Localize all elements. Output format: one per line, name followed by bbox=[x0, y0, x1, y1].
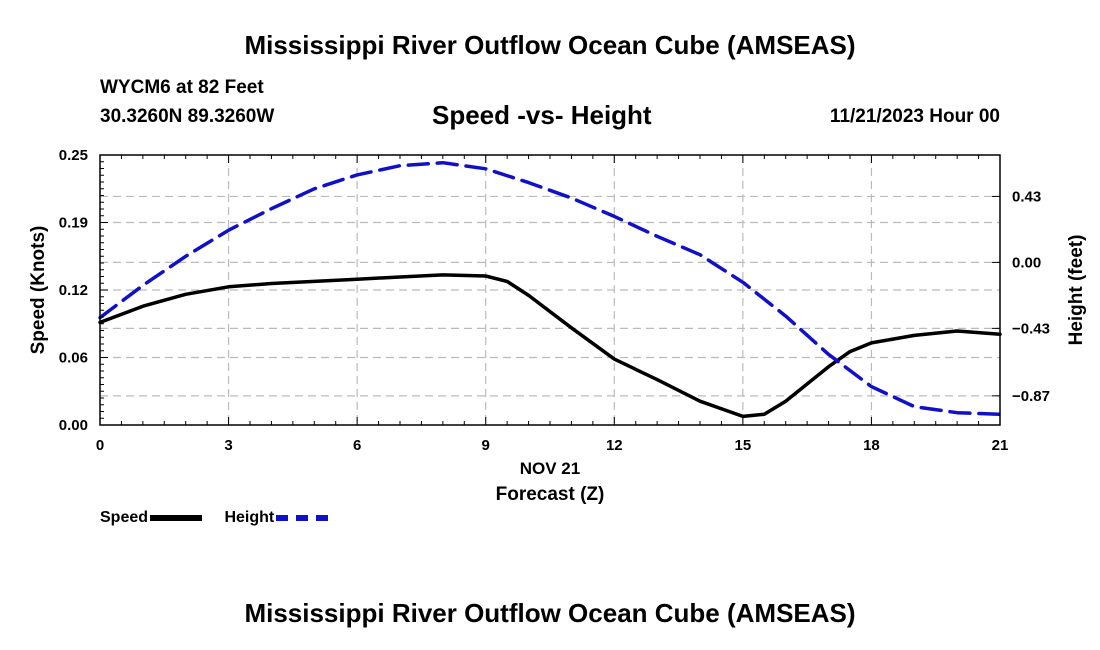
y2-tick-label: 0.43 bbox=[1012, 188, 1041, 205]
x-tick-label: 12 bbox=[606, 437, 623, 454]
axis-layer: 0 3 6 9 12 15 18 21 0.00 0.06 0.12 0.19 0.25 −0.87 −0.… bbox=[59, 147, 1050, 454]
legend: Speed Height bbox=[100, 509, 346, 527]
x-tick-label: 3 bbox=[224, 437, 232, 454]
coordinates-label: 30.3260N 89.3260W bbox=[100, 106, 275, 127]
x-tick-label: 6 bbox=[353, 437, 361, 454]
x-axis-date-label: NOV 21 bbox=[520, 459, 580, 478]
chart-title: Speed -vs- Height bbox=[432, 100, 652, 130]
main-title: Mississippi River Outflow Ocean Cube (AM… bbox=[244, 30, 856, 60]
series-line-height bbox=[98, 160, 1002, 417]
x-tick-label: 15 bbox=[735, 437, 752, 454]
y2-tick-label: −0.87 bbox=[1012, 388, 1050, 405]
x-axis-label: Forecast (Z) bbox=[496, 484, 605, 505]
legend-speed-swatch bbox=[150, 515, 203, 521]
y-tick-label: 0.00 bbox=[59, 417, 88, 434]
series-layer bbox=[98, 160, 1002, 419]
bottom-title: Mississippi River Outflow Ocean Cube (AM… bbox=[244, 598, 856, 628]
x-tick-label: 9 bbox=[482, 437, 490, 454]
y-tick-label: 0.25 bbox=[59, 147, 88, 164]
y2-axis-label: Height (feet) bbox=[1066, 235, 1087, 346]
grid-layer bbox=[100, 155, 1000, 425]
legend-height-swatch bbox=[276, 515, 329, 521]
y-axis-label: Speed (Knots) bbox=[28, 226, 49, 355]
y2-tick-label: 0.00 bbox=[1012, 254, 1041, 271]
y-tick-label: 0.06 bbox=[59, 350, 88, 367]
y-tick-label: 0.19 bbox=[59, 215, 88, 232]
legend-height-label: Height bbox=[224, 509, 275, 526]
legend-item-speed: Speed bbox=[100, 509, 203, 527]
date-label: 11/21/2023 Hour 00 bbox=[829, 106, 1000, 127]
legend-item-height: Height bbox=[224, 509, 329, 527]
series-line-speed bbox=[98, 273, 1002, 419]
station-label: WYCM6 at 82 Feet bbox=[100, 77, 264, 98]
y-tick-label: 0.12 bbox=[59, 282, 88, 299]
y2-tick-label: −0.43 bbox=[1012, 320, 1050, 337]
x-tick-label: 0 bbox=[96, 437, 104, 454]
x-tick-label: 21 bbox=[992, 437, 1009, 454]
x-tick-label: 18 bbox=[863, 437, 880, 454]
legend-speed-label: Speed bbox=[100, 509, 149, 526]
